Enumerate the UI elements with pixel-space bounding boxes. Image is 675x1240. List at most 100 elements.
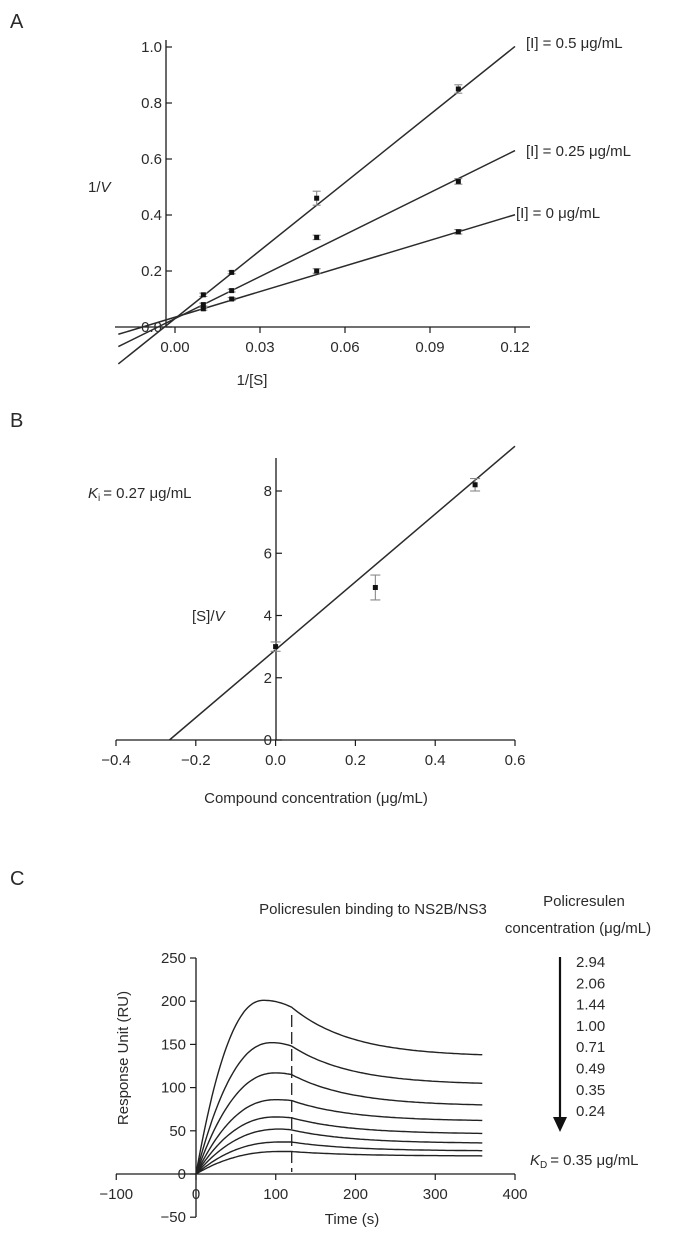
panel-b-fit-line <box>168 445 516 741</box>
kd-sub: D <box>540 1160 547 1171</box>
panel-a-data-point <box>455 229 461 235</box>
panel-c-x-tick-label: 0 <box>192 1186 200 1203</box>
panel-a-y-tick-label: 0.6 <box>141 151 162 168</box>
panel-a-data-point <box>200 302 206 308</box>
panel-b-ylabel-prefix: [S]/ <box>192 608 215 625</box>
panel-a-y-tick-label: 0.4 <box>141 207 162 224</box>
panel-b-x-tick-label: 0.2 <box>345 752 366 769</box>
panel-b-x-tick-label: −0.2 <box>181 752 211 769</box>
panel-c-chart: −100 0 100 200 300 400 −50 0 50 100 150 200 250 <box>99 950 527 1226</box>
panel-a-ylabel-prefix: 1/ <box>88 179 101 196</box>
panel-a-data-point <box>314 195 320 201</box>
panel-a-x-tick-label: 0.09 <box>415 339 444 356</box>
panel-c-sensorgram-curve <box>195 1116 483 1175</box>
panel-c-ylabel: Response Unit (RU) <box>115 991 132 1125</box>
panel-c-legend-entry: 0.71 <box>576 1039 605 1056</box>
kd-var: K <box>530 1152 541 1169</box>
panel-c-sensorgram-curve <box>195 1099 483 1175</box>
panel-b-data-point <box>273 644 279 650</box>
panel-b-ylabel: [S]/V <box>192 608 227 625</box>
panel-a-data-point <box>200 306 206 312</box>
panel-c-y-tick-label: 150 <box>161 1036 186 1053</box>
panel-b-y-tick-label: 4 <box>264 608 272 625</box>
panel-c-legend-entry: 2.94 <box>576 954 605 971</box>
concentration-arrow-head <box>553 1117 567 1132</box>
panel-b-x-tick-label: 0.6 <box>505 752 526 769</box>
panel-c-legend-entry: 0.24 <box>576 1103 605 1120</box>
panel-a-series-label: [I] = 0.5 μg/mL <box>526 35 623 52</box>
panel-c-sensorgram-curve <box>195 1150 483 1175</box>
panel-a-xlabel: 1/[S] <box>237 372 268 389</box>
panel-a-data-point <box>229 269 235 275</box>
panel-c-sensorgram-curve <box>195 1128 483 1175</box>
panel-b-xlabel: Compound concentration (μg/mL) <box>204 790 428 807</box>
panel-b-ylabel-var: V <box>215 608 227 625</box>
panel-a-series-label: [I] = 0 μg/mL <box>516 205 600 222</box>
panel-a-ylabel: 1/V <box>88 179 113 196</box>
panel-b-data-point <box>472 482 478 488</box>
panel-a-data-point <box>200 292 206 298</box>
ki-var: K <box>88 485 99 502</box>
panel-b-letter: B <box>10 410 23 432</box>
panel-c-legend-title-line2: concentration (μg/mL) <box>505 920 651 937</box>
panel-c-xlabel: Time (s) <box>325 1211 379 1228</box>
panel-c-y-tick-label: 50 <box>169 1123 186 1140</box>
panel-c-x-tick-label: 400 <box>502 1186 527 1203</box>
panel-c-legend-entry: 0.49 <box>576 1061 605 1078</box>
panel-a-y-tick-label: 0.2 <box>141 263 162 280</box>
panel-a-ylabel-var: V <box>101 179 113 196</box>
panel-c-legend: 2.94 2.06 1.44 1.00 0.71 0.49 0.35 0.24 <box>553 954 605 1132</box>
panel-a-fit-line <box>118 149 516 348</box>
panel-b-y-tick-label: 8 <box>264 483 272 500</box>
panel-b-x-tick-label: 0.0 <box>265 752 286 769</box>
panel-b-x-tick-label: 0.4 <box>425 752 446 769</box>
panel-a-x-tick-label: 0.03 <box>245 339 274 356</box>
panel-c-legend-entry: 2.06 <box>576 975 605 992</box>
panel-b-y-tick-label: 6 <box>264 545 272 562</box>
panel-c-sensorgram-curve <box>195 1042 483 1175</box>
panel-b-y-tick-label: 0 <box>264 732 272 749</box>
panel-a-data-point <box>314 234 320 240</box>
panel-a-y-tick-label: 1.0 <box>141 39 162 56</box>
panel-b-chart: −0.4 −0.2 0.0 0.2 0.4 0.6 0 2 4 6 8 <box>101 445 526 769</box>
panel-c-sensorgram-curve <box>195 999 483 1175</box>
panel-a-x-tick-label: 0.12 <box>500 339 529 356</box>
panel-c-legend-entry: 1.00 <box>576 1018 605 1035</box>
panel-c-y-tick-label: 200 <box>161 993 186 1010</box>
panel-c-y-tick-label: 250 <box>161 950 186 967</box>
panel-a-data-point <box>455 178 461 184</box>
panel-c-y-tick-label: 0 <box>178 1166 186 1183</box>
panel-a-x-tick-label: 0.00 <box>160 339 189 356</box>
panel-a-chart: 0.00 0.03 0.06 0.09 0.120.00.20.40.60.81.0 [I… <box>115 35 631 365</box>
panel-b-x-tick-label: −0.4 <box>101 752 131 769</box>
panel-c-x-tick-label: −100 <box>99 1186 133 1203</box>
panel-b-y-tick-label: 2 <box>264 670 272 687</box>
panel-c-x-tick-label: 200 <box>343 1186 368 1203</box>
panel-c-title: Policresulen binding to NS2B/NS3 <box>259 901 487 918</box>
panel-c-y-tick-label: −50 <box>161 1209 186 1226</box>
panel-a-data-point <box>229 288 235 294</box>
ki-value: = 0.27 μg/mL <box>103 485 191 502</box>
panel-a-data-point <box>229 296 235 302</box>
panel-c-legend-title-line1: Policresulen <box>543 893 625 910</box>
panel-a-x-tick-label: 0.06 <box>330 339 359 356</box>
panel-c-letter: C <box>10 868 24 890</box>
panel-a-data-point <box>455 86 461 92</box>
panel-b-data-point <box>372 584 378 590</box>
kd-annotation: KD = 0.35 μg/mL <box>530 1152 639 1171</box>
ki-sub: i <box>98 493 100 504</box>
panel-c-x-tick-label: 300 <box>423 1186 448 1203</box>
panel-a-data-point <box>314 268 320 274</box>
panel-c-legend-entry: 0.35 <box>576 1082 605 1099</box>
panel-c-y-tick-label: 100 <box>161 1080 186 1097</box>
panel-c-sensorgram-curve <box>195 1141 483 1175</box>
panel-c-x-tick-label: 100 <box>263 1186 288 1203</box>
panel-c-sensorgram-curve <box>195 1072 483 1175</box>
panel-a-fit-line <box>118 214 516 335</box>
panel-a-letter: A <box>10 11 24 33</box>
kd-value: = 0.35 μg/mL <box>550 1152 638 1169</box>
panel-a-y-tick-label: 0.8 <box>141 95 162 112</box>
panel-c-legend-entry: 1.44 <box>576 997 605 1014</box>
ki-annotation: Ki = 0.27 μg/mL <box>88 485 192 504</box>
